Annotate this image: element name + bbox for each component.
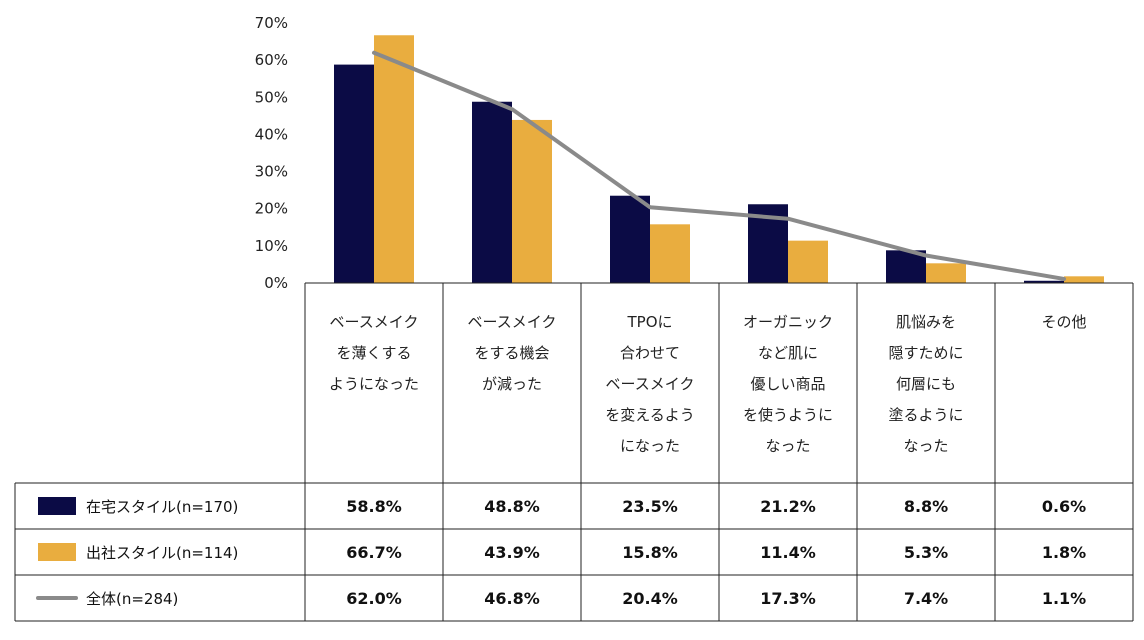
category-label: その他 xyxy=(1041,313,1086,331)
category-label: 優しい商品 xyxy=(750,375,825,393)
category-label: 隠すために xyxy=(888,344,963,362)
y-tick-label: 70% xyxy=(255,14,288,32)
data-label: 1.8% xyxy=(1042,543,1086,562)
y-tick-label: 30% xyxy=(255,163,288,181)
category-label: など肌に xyxy=(758,344,818,362)
category-label: ベースメイク xyxy=(606,375,695,393)
data-label: 43.9% xyxy=(484,543,540,562)
bar-shussha xyxy=(1064,276,1104,283)
legend-label: 全体(n=284) xyxy=(86,590,178,608)
bar-zaitaku xyxy=(1024,280,1064,283)
category-label: ベースメイク xyxy=(468,313,557,331)
data-label: 46.8% xyxy=(484,589,540,608)
category-label: なった xyxy=(903,437,948,455)
bar-shussha xyxy=(650,224,690,283)
category-label: ようになった xyxy=(329,375,419,393)
bar-shussha xyxy=(926,263,966,283)
category-label: 塗るように xyxy=(888,406,963,424)
category-label: オーガニック xyxy=(743,313,833,331)
y-tick-label: 0% xyxy=(264,274,288,292)
category-label: をする機会 xyxy=(474,344,549,362)
data-label: 15.8% xyxy=(622,543,678,562)
data-label: 5.3% xyxy=(904,543,948,562)
y-tick-label: 50% xyxy=(255,88,288,106)
bar-zaitaku xyxy=(610,195,650,283)
category-label: ベースメイク xyxy=(330,313,419,331)
category-label: になった xyxy=(620,437,680,455)
category-label: を薄くする xyxy=(336,344,411,362)
data-label: 1.1% xyxy=(1042,589,1086,608)
data-label: 23.5% xyxy=(622,497,678,516)
category-label: を使うように xyxy=(743,406,833,424)
category-label: TPOに xyxy=(626,313,672,331)
data-label: 58.8% xyxy=(346,497,402,516)
bar-zaitaku xyxy=(334,64,374,283)
data-label: 20.4% xyxy=(622,589,678,608)
data-label: 8.8% xyxy=(904,497,948,516)
data-label: 21.2% xyxy=(760,497,816,516)
category-label: 何層にも xyxy=(896,375,956,393)
data-label: 11.4% xyxy=(760,543,816,562)
data-label: 0.6% xyxy=(1042,497,1086,516)
bar-shussha xyxy=(512,119,552,283)
y-tick-label: 10% xyxy=(255,237,288,255)
bar-shussha xyxy=(788,240,828,283)
legend-swatch xyxy=(38,543,76,561)
data-label: 66.7% xyxy=(346,543,402,562)
legend-swatch xyxy=(38,497,76,515)
category-label: 合わせて xyxy=(620,344,680,362)
legend-label: 出社スタイル(n=114) xyxy=(86,544,238,562)
data-label: 7.4% xyxy=(904,589,948,608)
category-label: を変えるよう xyxy=(605,406,695,424)
category-label: なった xyxy=(765,437,810,455)
y-tick-label: 60% xyxy=(255,51,288,69)
data-label: 62.0% xyxy=(346,589,402,608)
legend-label: 在宅スタイル(n=170) xyxy=(86,498,238,516)
bar-zaitaku xyxy=(472,101,512,283)
data-label: 17.3% xyxy=(760,589,816,608)
data-label: 48.8% xyxy=(484,497,540,516)
bar-shussha xyxy=(374,35,414,283)
line-zentai xyxy=(372,50,1066,281)
category-label: が減った xyxy=(482,375,542,393)
y-tick-label: 20% xyxy=(255,200,288,218)
category-label: 肌悩みを xyxy=(896,313,956,331)
y-tick-label: 40% xyxy=(255,125,288,143)
